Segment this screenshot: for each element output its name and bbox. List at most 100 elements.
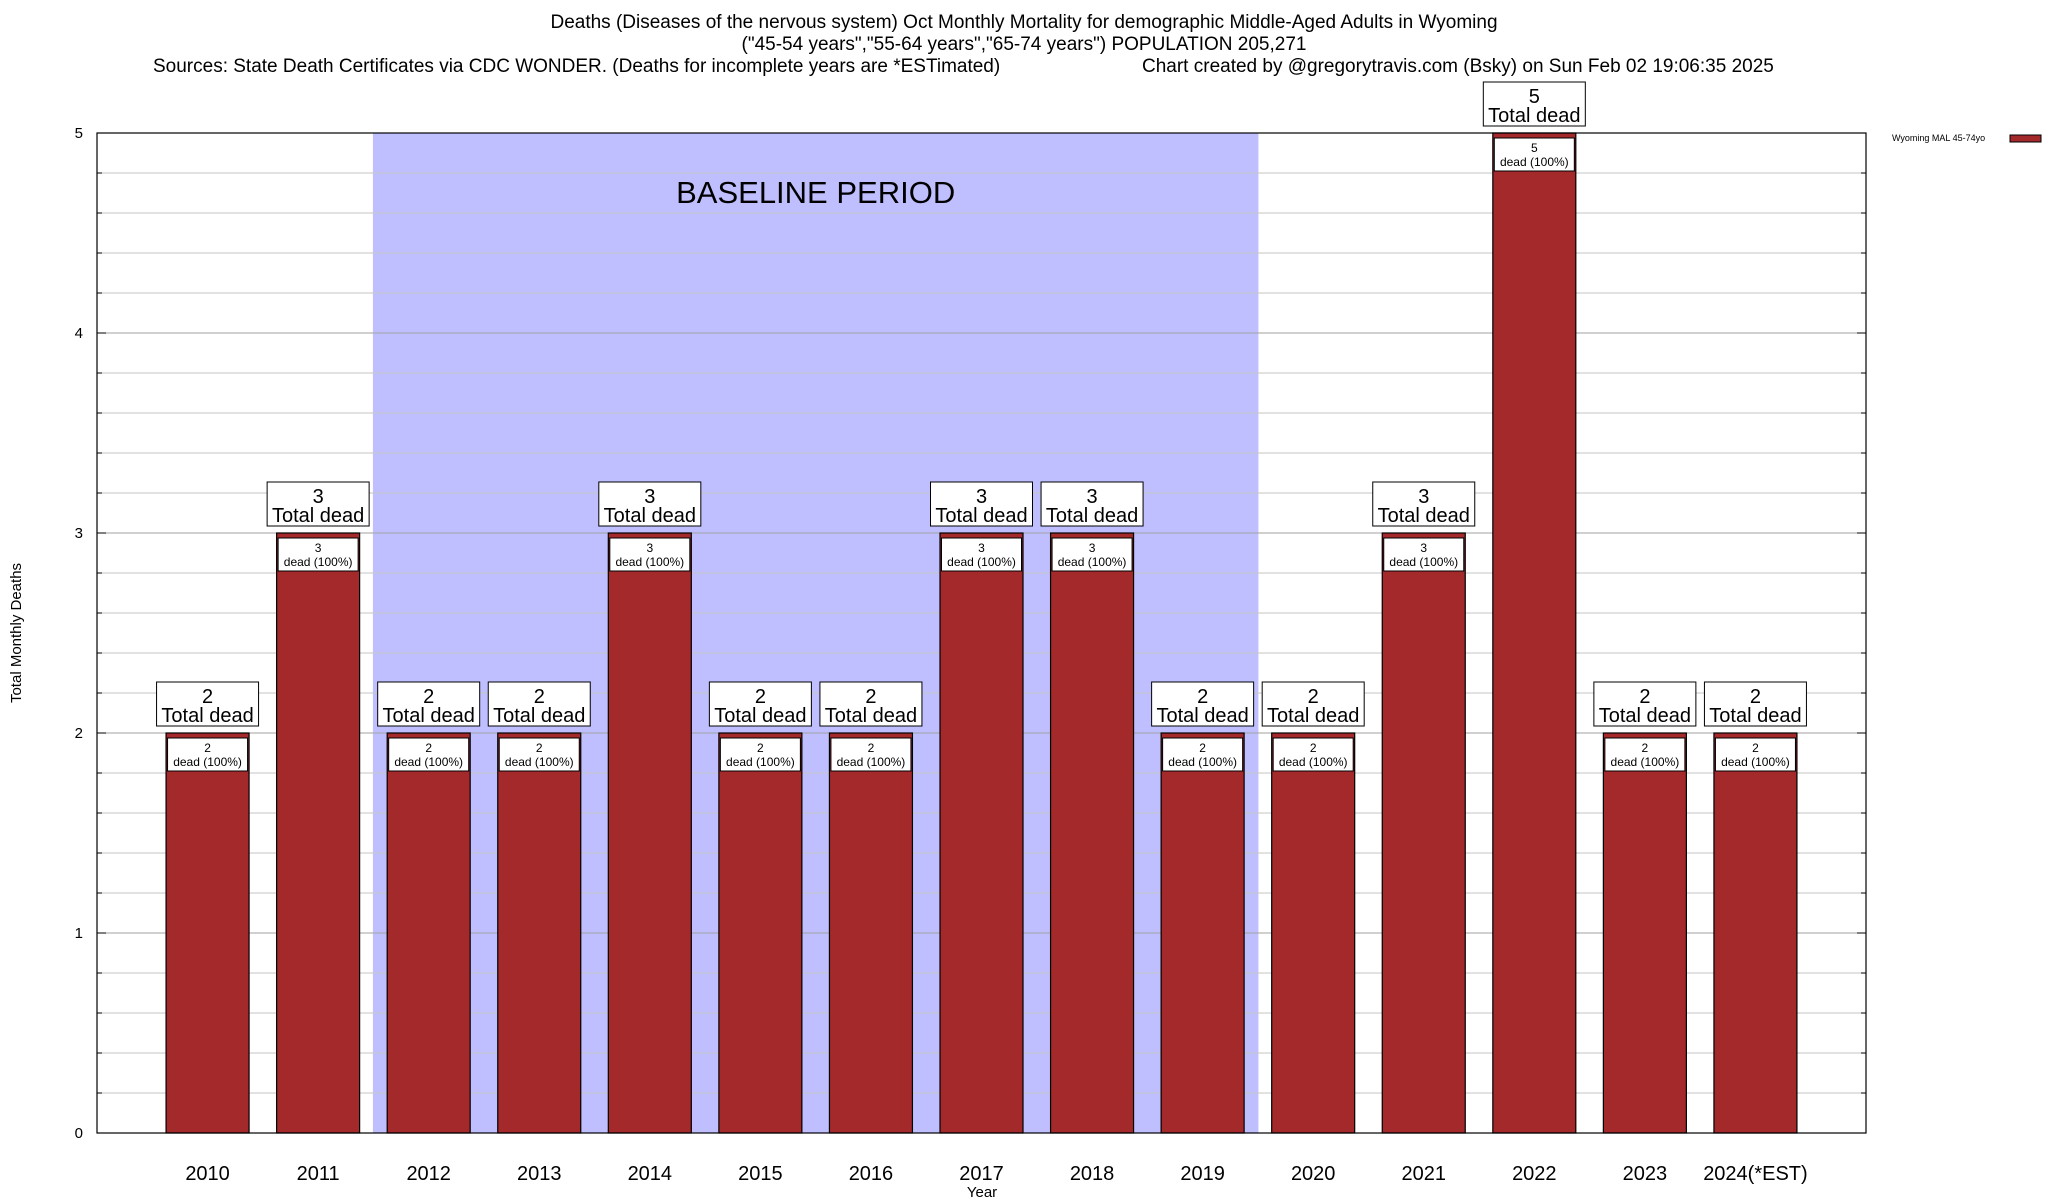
bar-top-text: Total dead [383,705,475,727]
bar-group [1049,532,1135,1134]
bar-top-text: Total dead [161,705,253,727]
bar [1381,532,1466,1134]
bar-inner-value: 3 [646,541,653,555]
y-tick-label: 1 [75,925,83,942]
x-tick-label: 2021 [1402,1163,1447,1185]
bar-top-value: 2 [1639,686,1650,708]
bar-inner-text: dead (100%) [173,755,242,769]
bar [939,532,1024,1134]
bar-top-value: 2 [202,686,213,708]
bar-inner-text: dead (100%) [615,555,684,569]
x-tick-label: 2010 [185,1163,230,1185]
bar-top-text: Total dead [1156,705,1248,727]
bar-top-label-box [708,681,812,727]
chart-credit: Chart created by @gregorytravis.com (Bsk… [1142,56,1774,77]
bar-top-value: 5 [1529,86,1540,108]
bar-top-label-box [487,681,591,727]
bar-top-text: Total dead [604,505,696,527]
bar-inner-label-box [1162,737,1244,772]
x-axis-label: Year [967,1184,997,1200]
bar-inner-text: dead (100%) [1500,155,1569,169]
x-tick-label: 2017 [959,1163,1004,1185]
bar-top-text: Total dead [935,505,1027,527]
bar-group [165,732,250,1134]
bar-top-label-box [156,681,260,727]
bar-top-label-box [1261,681,1365,727]
bar-top-value: 2 [1197,686,1208,708]
bar-inner-label-box [167,737,249,772]
bar-top-value: 2 [1750,686,1761,708]
bar-group [497,732,582,1134]
bar [1271,732,1356,1134]
bar-group [276,532,361,1134]
x-tick-label: 2014 [628,1163,673,1185]
x-tick-label: 2022 [1512,1163,1557,1185]
bar-inner-value: 2 [1752,741,1759,755]
bar-group [607,532,692,1134]
chart-sources-row: Sources: State Death Certificates via CD… [0,56,2048,78]
bar-inner-label-box [498,737,580,772]
bar-inner-value: 2 [1310,741,1317,755]
x-tick-label: 2011 [297,1163,340,1185]
legend-label: Wyoming MAL 45-74yo [1892,133,1985,143]
bar-top-label-box [1151,681,1255,727]
bar-top-value: 3 [1418,486,1429,508]
y-tick-label: 3 [75,525,83,542]
x-tick-label: 2013 [517,1163,562,1185]
bar-inner-label-box [388,737,470,772]
bar-top-text: Total dead [1488,105,1580,127]
bar-inner-text: dead (100%) [726,755,795,769]
bar-inner-label-box [719,737,801,772]
x-tick-label: 2020 [1291,1163,1336,1185]
bar-top-label-box [819,681,923,727]
chart-title: Deaths (Diseases of the nervous system) … [550,12,1498,33]
bar-top-text: Total dead [825,705,917,727]
bar-inner-text: dead (100%) [284,555,353,569]
bar-inner-text: dead (100%) [394,755,463,769]
bar-inner-label-box [609,537,691,572]
bar-inner-text: dead (100%) [1168,755,1237,769]
bar-group [1381,532,1466,1134]
bar-group [1160,732,1245,1134]
y-tick-label: 2 [75,725,83,742]
bar-inner-text: dead (100%) [1389,555,1458,569]
bar-top-label-box [377,681,481,727]
bar-top-label-box [1593,681,1697,727]
x-tick-label: 2012 [406,1163,451,1185]
bar-inner-value: 2 [757,741,764,755]
bar [1049,532,1135,1134]
bar-inner-text: dead (100%) [1058,555,1127,569]
bar-top-value: 2 [755,686,766,708]
bar-inner-label-box [1272,737,1354,772]
bar [497,732,582,1134]
bar-top-text: Total dead [272,505,364,527]
bar-top-text: Total dead [493,705,585,727]
bar-group [1713,732,1798,1134]
bar [828,732,914,1134]
bar-inner-value: 2 [536,741,543,755]
bar-top-value: 2 [1308,686,1319,708]
bar-inner-value: 5 [1531,141,1538,155]
bar-top-value: 3 [313,486,324,508]
bar-inner-value: 3 [978,541,985,555]
bar-inner-text: dead (100%) [1279,755,1348,769]
chart-sources: Sources: State Death Certificates via CD… [153,56,1001,77]
